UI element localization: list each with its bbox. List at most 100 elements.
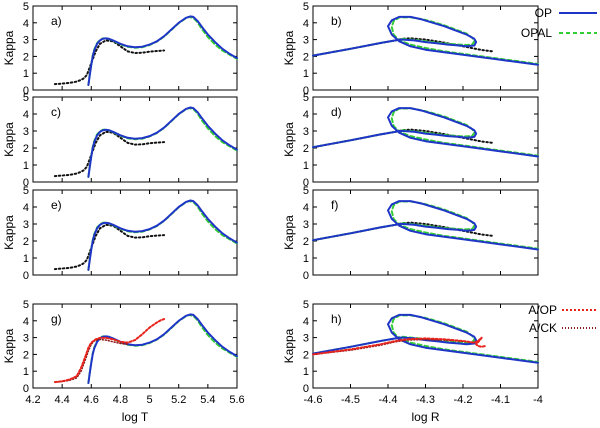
y-axis-label: Kappa <box>2 30 16 65</box>
x-tick-label: 4.2 <box>25 394 40 406</box>
y-tick-label: 4 <box>23 316 29 328</box>
x-tick-label: 4.4 <box>54 394 69 406</box>
x-tick-label: -4.4 <box>379 394 398 406</box>
y-axis-label: Kappa <box>2 122 16 157</box>
y-tick-label: 5 <box>303 185 309 197</box>
x-tick-label: 5.6 <box>229 394 244 406</box>
x-tick-label: -4 <box>533 394 543 406</box>
y-tick-label: 2 <box>303 236 309 248</box>
series-line-opal <box>312 200 539 250</box>
y-axis-label: Kappa <box>282 30 296 65</box>
series-line-black-dotted <box>53 130 166 178</box>
y-tick-label: 4 <box>303 109 309 121</box>
y-tick-label: 0 <box>303 383 309 395</box>
series-line-op <box>312 15 539 66</box>
y-tick-label: 0 <box>303 177 309 189</box>
legend-label: OP <box>535 6 552 20</box>
x-tick-label: -4.3 <box>416 394 435 406</box>
y-tick-label: 2 <box>23 236 29 248</box>
y-tick-label: 1 <box>23 160 29 172</box>
y-axis-label: Kappa <box>2 215 16 250</box>
y-axis-label: Kappa <box>2 328 16 363</box>
panel-frame-c <box>32 96 238 183</box>
panel-label: g) <box>51 312 62 326</box>
panel-frame-g <box>32 303 238 389</box>
y-tick-label: 5 <box>303 299 309 311</box>
y-tick-label: 5 <box>23 299 29 311</box>
y-tick-label: 3 <box>23 35 29 47</box>
panel-frame-a <box>32 5 238 91</box>
y-tick-label: 4 <box>303 18 309 30</box>
y-tick-label: 1 <box>303 160 309 172</box>
x-tick-label: 5 <box>147 394 153 406</box>
x-axis-label-right: log R <box>411 410 439 424</box>
series-line-opal <box>312 107 539 157</box>
y-axis-label: Kappa <box>282 328 296 363</box>
y-tick-label: 0 <box>303 270 309 282</box>
legend-label: A/OP <box>528 303 557 317</box>
y-tick-label: 3 <box>23 219 29 231</box>
legend-label: OPAL <box>521 26 552 40</box>
panel-label: b) <box>331 14 342 28</box>
y-tick-label: 5 <box>23 185 29 197</box>
y-tick-label: 3 <box>303 333 309 345</box>
series-line-black-dotted <box>312 128 494 149</box>
y-tick-label: 2 <box>303 51 309 63</box>
y-tick-label: 2 <box>23 51 29 63</box>
series-line-op <box>87 106 238 178</box>
y-tick-label: 0 <box>303 85 309 97</box>
series-line-opal <box>312 16 539 65</box>
series-line-op <box>312 313 539 364</box>
y-tick-label: 3 <box>23 126 29 138</box>
y-tick-label: 4 <box>303 202 309 214</box>
y-tick-label: 3 <box>23 333 29 345</box>
y-tick-label: 3 <box>303 35 309 47</box>
x-tick-label: 5.4 <box>200 394 215 406</box>
y-tick-label: 1 <box>23 253 29 265</box>
x-tick-label: -4.6 <box>304 394 323 406</box>
series-line-opal <box>87 313 238 384</box>
y-tick-label: 0 <box>23 383 29 395</box>
series-line-black-dotted <box>312 221 494 242</box>
y-tick-label: 3 <box>303 126 309 138</box>
y-tick-label: 4 <box>23 202 29 214</box>
series-line-a-op-h <box>312 336 487 356</box>
series-line-op <box>87 15 238 86</box>
y-tick-label: 3 <box>303 219 309 231</box>
series-line-op <box>312 107 539 158</box>
x-tick-label: 5.2 <box>171 394 186 406</box>
y-tick-label: 5 <box>23 92 29 104</box>
y-tick-label: 0 <box>23 177 29 189</box>
series-line-op <box>87 199 238 271</box>
y-axis-label: Kappa <box>282 215 296 250</box>
x-tick-label: -4.2 <box>454 394 473 406</box>
panel-label: e) <box>51 198 62 212</box>
panel-label: h) <box>331 312 342 326</box>
y-tick-label: 2 <box>303 143 309 155</box>
y-tick-label: 1 <box>303 366 309 378</box>
y-tick-label: 4 <box>303 316 309 328</box>
legend-label: A/CK <box>529 321 557 335</box>
y-tick-label: 4 <box>23 109 29 121</box>
panel-label: f) <box>331 198 338 212</box>
series-line-a-op-g <box>53 318 166 384</box>
y-tick-label: 1 <box>23 366 29 378</box>
series-line-black-dotted <box>53 39 166 86</box>
y-tick-label: 2 <box>23 143 29 155</box>
x-tick-label: -4.1 <box>491 394 510 406</box>
x-tick-label: -4.5 <box>341 394 360 406</box>
panel-frame-e <box>32 189 238 276</box>
y-tick-label: 5 <box>303 1 309 13</box>
x-tick-label: 4.8 <box>113 394 128 406</box>
y-tick-label: 5 <box>303 92 309 104</box>
y-tick-label: 1 <box>303 68 309 80</box>
panel-label: d) <box>331 105 342 119</box>
x-axis-label-left: log T <box>122 410 149 424</box>
y-axis-label: Kappa <box>282 122 296 157</box>
y-tick-label: 5 <box>23 1 29 13</box>
y-tick-label: 2 <box>303 349 309 361</box>
series-line-black-dotted <box>53 223 166 271</box>
y-tick-label: 4 <box>23 18 29 30</box>
series-line-op <box>312 200 539 251</box>
